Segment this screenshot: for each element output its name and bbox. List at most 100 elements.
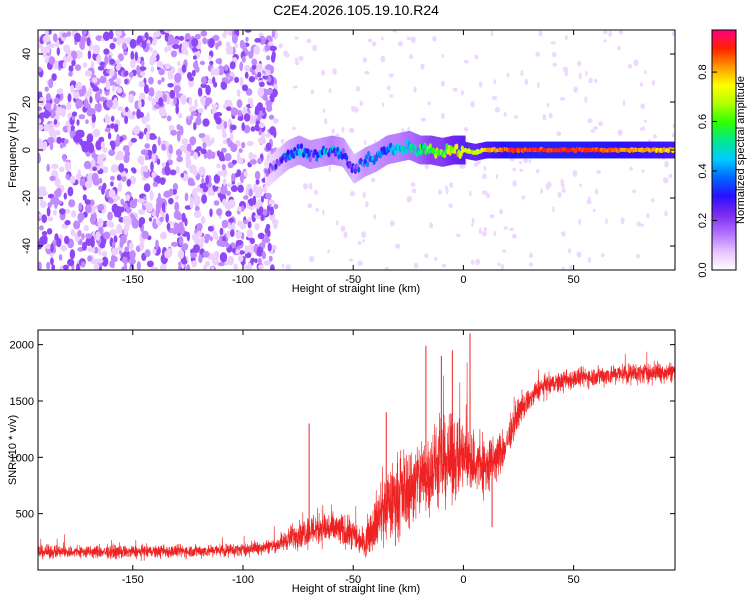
noise-blob bbox=[257, 71, 262, 78]
faint-noise-blob bbox=[441, 112, 445, 120]
faint-noise-blob bbox=[651, 198, 655, 203]
faint-noise-blob bbox=[335, 220, 339, 226]
noise-blob bbox=[170, 129, 178, 136]
faint-noise-blob bbox=[546, 103, 550, 107]
faint-noise-blob bbox=[482, 190, 488, 196]
noise-blob bbox=[150, 66, 155, 73]
noise-blob bbox=[265, 133, 271, 138]
noise-blob bbox=[266, 55, 271, 61]
faint-noise-blob bbox=[587, 196, 591, 201]
noise-blob bbox=[265, 88, 273, 96]
noise-blob bbox=[266, 204, 271, 212]
noise-blob bbox=[191, 69, 196, 77]
faint-noise-blob bbox=[564, 34, 568, 41]
noise-blob bbox=[74, 32, 81, 43]
noise-blob bbox=[109, 229, 117, 236]
faint-noise-blob bbox=[440, 80, 445, 87]
noise-blob bbox=[56, 237, 62, 248]
noise-blob bbox=[164, 250, 172, 259]
noise-blob bbox=[123, 250, 131, 258]
faint-noise-blob bbox=[323, 108, 326, 113]
noise-blob bbox=[259, 35, 266, 45]
noise-blob bbox=[147, 95, 152, 102]
faint-noise-blob bbox=[357, 260, 363, 267]
noise-blob bbox=[130, 59, 136, 69]
noise-blob bbox=[122, 256, 129, 265]
noise-blob bbox=[222, 198, 227, 206]
noise-blob bbox=[249, 154, 258, 159]
noise-blob bbox=[247, 221, 252, 229]
noise-blob bbox=[48, 78, 54, 89]
noise-blob bbox=[270, 53, 276, 63]
noise-blob bbox=[161, 77, 165, 83]
faint-noise-blob bbox=[389, 94, 394, 98]
noise-blob bbox=[212, 76, 216, 85]
noise-blob bbox=[96, 165, 101, 171]
noise-blob bbox=[144, 32, 149, 39]
noise-blob bbox=[44, 244, 52, 250]
noise-blob bbox=[59, 166, 65, 173]
faint-noise-blob bbox=[332, 68, 337, 75]
noise-blob bbox=[186, 158, 192, 167]
noise-blob bbox=[158, 97, 164, 107]
faint-noise-blob bbox=[478, 227, 482, 235]
noise-blob bbox=[236, 89, 241, 97]
noise-blob bbox=[56, 88, 64, 95]
noise-blob bbox=[249, 159, 257, 165]
faint-noise-blob bbox=[617, 45, 621, 51]
noise-blob bbox=[139, 71, 146, 77]
faint-noise-blob bbox=[629, 166, 633, 171]
noise-blob bbox=[128, 93, 135, 104]
noise-blob bbox=[244, 245, 249, 254]
noise-blob bbox=[67, 93, 72, 103]
noise-blob bbox=[216, 124, 223, 130]
noise-blob bbox=[204, 238, 209, 244]
noise-blob bbox=[138, 80, 145, 88]
faint-noise-blob bbox=[663, 177, 669, 184]
faint-noise-blob bbox=[448, 203, 453, 208]
noise-blob bbox=[216, 66, 220, 76]
noise-blob bbox=[62, 61, 67, 69]
noise-blob bbox=[181, 64, 187, 73]
noise-blob bbox=[121, 266, 127, 270]
faint-noise-blob bbox=[561, 231, 566, 237]
noise-blob bbox=[249, 114, 256, 125]
faint-noise-blob bbox=[424, 253, 429, 259]
faint-noise-blob bbox=[349, 190, 356, 197]
faint-noise-blob bbox=[588, 77, 593, 84]
faint-noise-blob bbox=[397, 40, 403, 47]
noise-blob bbox=[98, 185, 102, 191]
signal-halo bbox=[358, 151, 362, 180]
colorbar-label: Normalized spectral amplitude bbox=[735, 76, 747, 224]
noise-blob bbox=[207, 225, 214, 232]
noise-blob bbox=[257, 157, 262, 165]
faint-noise-blob bbox=[639, 223, 644, 227]
noise-blob bbox=[110, 123, 115, 129]
noise-blob bbox=[265, 223, 271, 230]
noise-blob bbox=[143, 165, 149, 173]
noise-blob bbox=[137, 99, 142, 109]
noise-blob bbox=[189, 198, 194, 209]
noise-blob bbox=[52, 196, 60, 205]
noise-blob bbox=[63, 138, 69, 144]
noise-blob bbox=[96, 155, 104, 165]
faint-noise-blob bbox=[362, 191, 366, 199]
faint-noise-blob bbox=[348, 258, 354, 262]
noise-blob bbox=[87, 255, 93, 262]
noise-blob bbox=[40, 46, 48, 56]
faint-noise-blob bbox=[386, 85, 391, 91]
noise-blob bbox=[223, 120, 228, 129]
faint-noise-blob bbox=[281, 263, 285, 269]
noise-blob bbox=[104, 127, 111, 133]
noise-blob bbox=[250, 126, 256, 132]
colorbar-tick-label: 0.0 bbox=[697, 262, 709, 277]
faint-noise-blob bbox=[636, 253, 640, 259]
noise-blob bbox=[156, 61, 164, 68]
noise-blob bbox=[82, 145, 89, 153]
faint-noise-blob bbox=[592, 126, 598, 131]
noise-blob bbox=[237, 116, 244, 121]
y-tick-label: 40 bbox=[21, 48, 33, 60]
noise-blob bbox=[194, 200, 199, 207]
noise-blob bbox=[109, 175, 115, 181]
